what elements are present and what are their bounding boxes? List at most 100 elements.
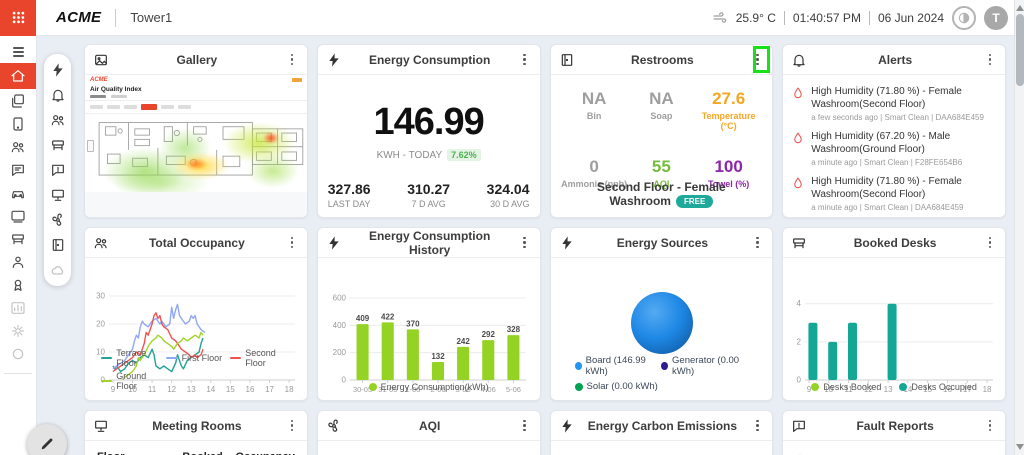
sidebar-item-chat[interactable] — [0, 158, 36, 181]
fault-report-item[interactable]: HermanMiller_Seating_SaylWorkChairSuspen… — [783, 441, 1005, 455]
restroom-stat: 100 Towel (%) — [707, 157, 750, 189]
door-icon — [559, 52, 575, 68]
sidebar-item-tablet[interactable] — [0, 112, 36, 135]
svg-text:18: 18 — [285, 385, 294, 394]
svg-text:328: 328 — [506, 325, 520, 334]
quickbar-bolt-icon[interactable] — [50, 62, 66, 78]
energy-consumption-kebab-menu[interactable] — [518, 53, 532, 66]
svg-text:0: 0 — [797, 376, 802, 385]
carbon-kebab-menu[interactable] — [750, 419, 764, 432]
sidebar-item-circle[interactable] — [0, 342, 36, 365]
sidebar-item-layers[interactable] — [0, 89, 36, 112]
bolt-icon — [326, 52, 342, 68]
card-title: Energy Consumption — [368, 52, 491, 67]
desk-icon — [10, 231, 26, 247]
energy-history-kebab-menu[interactable] — [518, 236, 532, 249]
legend-item: Terrace Floor — [101, 348, 166, 368]
date-value: 06 Jun 2024 — [877, 10, 944, 25]
svg-text:15: 15 — [923, 385, 932, 394]
quickbar-people-icon[interactable] — [50, 112, 66, 128]
energy-stat: 327.86 LAST DAY — [327, 181, 371, 209]
gallery-image[interactable]: ACME Air Quality Index — [85, 75, 307, 217]
svg-text:31-05: 31-05 — [378, 385, 397, 394]
alert-list-item[interactable]: High Humidity (67.20 %) - Male Washroom(… — [791, 124, 999, 169]
bolt-icon — [559, 235, 575, 251]
aqi-kebab-menu[interactable] — [518, 419, 532, 432]
quickbar-cloud-icon[interactable] — [50, 262, 66, 278]
svg-text:10: 10 — [825, 385, 834, 394]
quickbar-bell-icon[interactable] — [50, 87, 66, 103]
edit-dashboard-fab[interactable] — [27, 424, 67, 455]
alert-list-item[interactable]: High Humidity (71.80 %) - Female Washroo… — [791, 169, 999, 214]
energy-stat: 324.04 30 D AVG — [486, 181, 530, 209]
sidebar-item-desk[interactable] — [0, 227, 36, 250]
alert-list-item[interactable]: High Humidity (64.25 %) - Phone Booth 1(… — [791, 214, 999, 217]
sidebar-item-home[interactable] — [0, 63, 36, 89]
gallery-kebab-menu[interactable] — [285, 53, 299, 66]
desk-icon — [791, 235, 807, 251]
meeting-icon — [93, 418, 109, 434]
top-bar: ACME Tower1 25.9° C 01:40:57 PM 06 Jun 2… — [0, 0, 1014, 36]
restrooms-kebab-menu[interactable] — [750, 53, 764, 66]
card-energy-sources: Energy Sources Board (146.99 kWh) Generat… — [549, 227, 774, 401]
sidebar-item-person[interactable] — [0, 250, 36, 273]
card-fault-reports: Fault Reports HermanMiller_Seating_SaylW… — [782, 410, 1006, 455]
user-avatar[interactable]: T — [984, 5, 1008, 30]
sidebar-item-chart[interactable] — [0, 296, 36, 319]
quickbar-desk-icon[interactable] — [50, 137, 66, 153]
quickbar-chat-alert-icon[interactable] — [50, 162, 66, 178]
column-booked: Booked — [167, 451, 222, 455]
fault-reports-kebab-menu[interactable] — [983, 419, 997, 432]
energy-history-bar-chart: 0 200 400 600 409 30-05 422 31-05 370 1-06 132 2-06… — [324, 290, 534, 400]
circle-icon — [10, 346, 26, 362]
alerts-kebab-menu[interactable] — [983, 53, 997, 66]
svg-text:370: 370 — [406, 319, 420, 328]
column-floor: Floor — [97, 451, 167, 455]
pager-button[interactable] — [87, 140, 94, 152]
card-carbon-emissions: Energy Carbon Emissions — [549, 410, 774, 455]
sidebar-item-vehicle[interactable] — [0, 181, 36, 204]
sidebar-item-people[interactable] — [0, 135, 36, 158]
clock-time: 01:40:57 PM — [792, 10, 861, 25]
total-occupancy-kebab-menu[interactable] — [285, 236, 299, 249]
scrollbar-thumb[interactable] — [1016, 14, 1024, 86]
svg-text:13: 13 — [884, 385, 893, 394]
svg-text:292: 292 — [481, 330, 495, 339]
svg-text:30-05: 30-05 — [353, 385, 372, 394]
home-icon — [10, 68, 26, 84]
page-scrollbar[interactable] — [1014, 0, 1024, 455]
sidebar-item-badge[interactable] — [0, 273, 36, 296]
restroom-stat: 0 Ammonia (ppb) — [561, 157, 628, 189]
scroll-up-arrow[interactable] — [1016, 3, 1024, 11]
apps-grid-button[interactable] — [0, 0, 36, 36]
quickbar-meeting-icon[interactable] — [50, 187, 66, 203]
chat-icon — [10, 162, 26, 178]
energy-today-value: 146.99 — [373, 101, 485, 143]
card-gallery: Gallery ACME Air Quality Index — [84, 44, 308, 218]
site-name: Tower1 — [130, 10, 173, 25]
sidebar-item-menu[interactable] — [0, 40, 36, 63]
quickbar-door-icon[interactable] — [50, 237, 66, 253]
sidebar-item-cast[interactable] — [0, 204, 36, 227]
energy-sources-kebab-menu[interactable] — [750, 236, 764, 249]
svg-text:242: 242 — [456, 337, 470, 346]
svg-text:12: 12 — [864, 385, 873, 394]
card-title: Gallery — [176, 52, 218, 67]
alert-list-item[interactable]: High Humidity (71.80 %) - Female Washroo… — [791, 79, 999, 124]
legend-item: Second Floor — [230, 348, 295, 368]
svg-text:11: 11 — [148, 385, 157, 394]
meeting-rooms-kebab-menu[interactable] — [285, 419, 299, 432]
people-icon — [93, 235, 109, 251]
restroom-stat: 55 AQI — [651, 157, 671, 189]
svg-text:18: 18 — [983, 385, 992, 394]
brand-logo: ACME — [56, 9, 102, 26]
tablet-icon — [10, 116, 26, 132]
booked-desks-kebab-menu[interactable] — [983, 236, 997, 249]
theme-toggle-button[interactable] — [952, 5, 976, 30]
svg-text:5-06: 5-06 — [506, 385, 521, 394]
sidebar-item-gear[interactable] — [0, 319, 36, 342]
svg-text:4: 4 — [797, 299, 802, 308]
quickbar-fan-icon[interactable] — [50, 212, 66, 228]
svg-text:11: 11 — [845, 385, 854, 394]
scroll-down-arrow[interactable] — [1016, 444, 1024, 452]
